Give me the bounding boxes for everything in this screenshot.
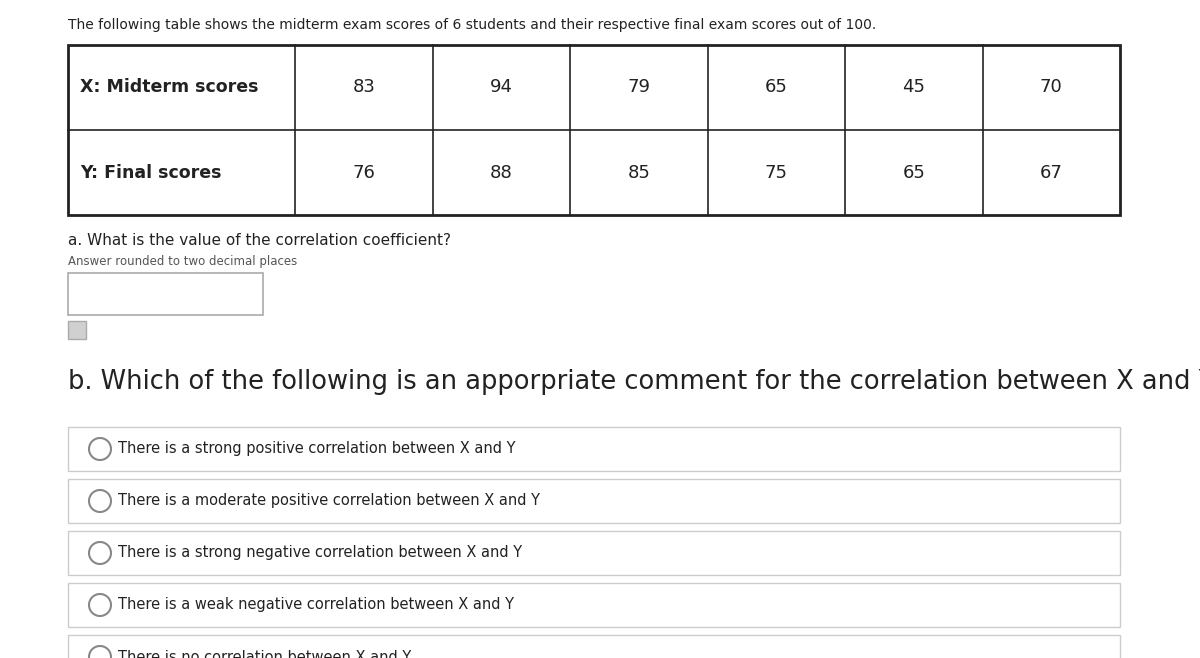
FancyBboxPatch shape: [68, 531, 1120, 575]
Text: 83: 83: [353, 78, 376, 97]
Text: Answer rounded to two decimal places: Answer rounded to two decimal places: [68, 255, 298, 268]
FancyBboxPatch shape: [68, 479, 1120, 523]
Text: There is a moderate positive correlation between X and Y: There is a moderate positive correlation…: [118, 494, 540, 509]
Text: 45: 45: [902, 78, 925, 97]
Text: 65: 65: [902, 163, 925, 182]
Text: There is a strong positive correlation between X and Y: There is a strong positive correlation b…: [118, 442, 516, 457]
Text: 88: 88: [490, 163, 512, 182]
Text: b. Which of the following is an apporpriate comment for the correlation between : b. Which of the following is an apporpri…: [68, 369, 1200, 395]
Text: 76: 76: [353, 163, 376, 182]
Text: 65: 65: [764, 78, 787, 97]
Text: There is a weak negative correlation between X and Y: There is a weak negative correlation bet…: [118, 597, 514, 613]
Circle shape: [89, 542, 112, 564]
Text: The following table shows the midterm exam scores of 6 students and their respec: The following table shows the midterm ex…: [68, 18, 876, 32]
Text: 75: 75: [764, 163, 787, 182]
Text: 67: 67: [1040, 163, 1063, 182]
Text: X: Midterm scores: X: Midterm scores: [80, 78, 258, 97]
FancyBboxPatch shape: [68, 45, 1120, 215]
Circle shape: [89, 646, 112, 658]
Text: There is no correlation between X and Y: There is no correlation between X and Y: [118, 649, 412, 658]
FancyBboxPatch shape: [68, 321, 86, 339]
FancyBboxPatch shape: [68, 427, 1120, 471]
Text: a. What is the value of the correlation coefficient?: a. What is the value of the correlation …: [68, 233, 451, 248]
Text: Y: Final scores: Y: Final scores: [80, 163, 222, 182]
Circle shape: [89, 490, 112, 512]
FancyBboxPatch shape: [68, 273, 263, 315]
FancyBboxPatch shape: [68, 635, 1120, 658]
Circle shape: [89, 438, 112, 460]
Text: 85: 85: [628, 163, 650, 182]
Text: 94: 94: [490, 78, 512, 97]
Text: 79: 79: [628, 78, 650, 97]
FancyBboxPatch shape: [68, 583, 1120, 627]
Circle shape: [89, 594, 112, 616]
Text: 70: 70: [1040, 78, 1063, 97]
Text: There is a strong negative correlation between X and Y: There is a strong negative correlation b…: [118, 545, 522, 561]
